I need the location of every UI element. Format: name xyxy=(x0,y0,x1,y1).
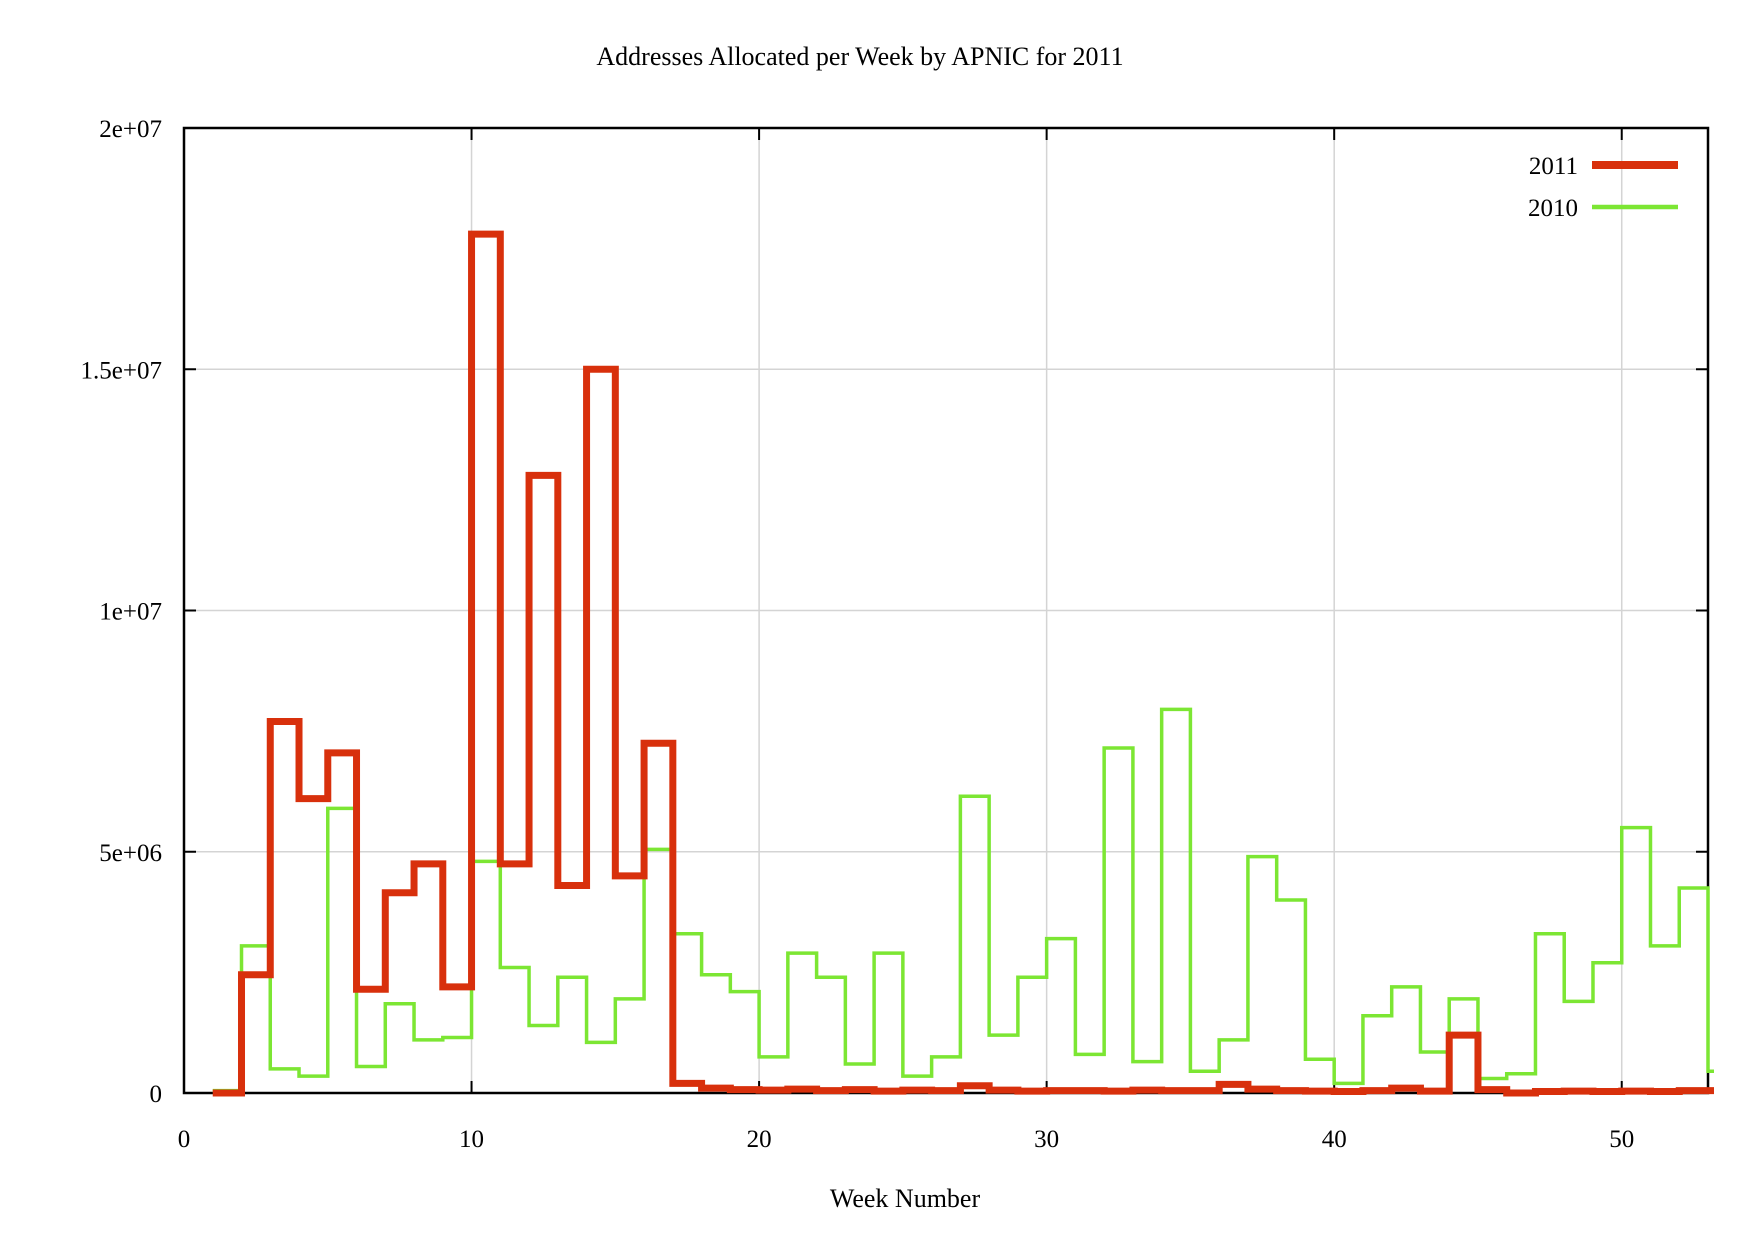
gridlines xyxy=(183,127,1708,1094)
chart-title: Addresses Allocated per Week by APNIC fo… xyxy=(596,42,1124,71)
x-tick-label: 10 xyxy=(459,1126,484,1153)
y-tick-label: 0 xyxy=(150,1081,163,1108)
y-tick-labels: 0 5e+06 1e+07 1.5e+07 2e+07 xyxy=(81,116,162,1108)
legend: 2011 2010 xyxy=(1528,153,1678,222)
y-tick-label: 1.5e+07 xyxy=(81,357,162,384)
y-tick-label: 2e+07 xyxy=(99,116,162,143)
legend-item-2010: 2010 xyxy=(1528,195,1678,222)
x-tick-label: 50 xyxy=(1609,1126,1634,1153)
x-tick-label: 20 xyxy=(747,1126,772,1153)
legend-item-2011: 2011 xyxy=(1529,153,1678,180)
x-axis-title: Week Number xyxy=(829,1184,981,1213)
legend-label: 2011 xyxy=(1529,153,1578,180)
x-tick-label: 40 xyxy=(1322,1126,1347,1153)
tick-marks xyxy=(183,127,1708,1094)
y-tick-label: 1e+07 xyxy=(99,599,162,626)
series-2011-line xyxy=(212,230,1714,1097)
legend-label: 2010 xyxy=(1528,195,1578,222)
x-tick-labels: 0 10 20 30 40 50 xyxy=(178,1126,1634,1153)
y-tick-label: 5e+06 xyxy=(99,840,162,867)
x-tick-label: 0 xyxy=(178,1126,191,1153)
x-tick-label: 30 xyxy=(1034,1126,1059,1153)
